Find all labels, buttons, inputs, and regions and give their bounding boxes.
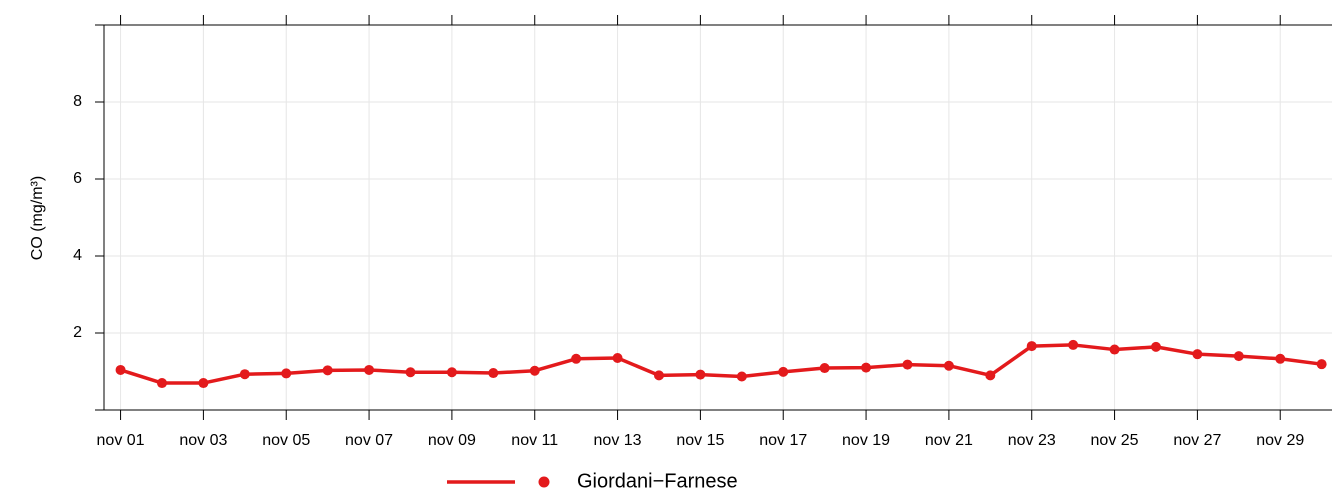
data-point bbox=[902, 359, 913, 370]
x-tick-label: nov 11 bbox=[511, 432, 558, 449]
y-tick-label: 6 bbox=[73, 170, 82, 187]
data-point bbox=[1109, 344, 1120, 355]
x-tick-label: nov 17 bbox=[759, 432, 807, 449]
data-point bbox=[778, 366, 789, 377]
data-point bbox=[985, 370, 996, 381]
data-point bbox=[281, 368, 292, 379]
data-point bbox=[1316, 359, 1327, 370]
data-point bbox=[1068, 339, 1079, 350]
data-point bbox=[198, 378, 209, 389]
data-point bbox=[861, 362, 872, 373]
data-point bbox=[653, 370, 664, 381]
x-tick-label: nov 23 bbox=[1008, 432, 1056, 449]
data-point bbox=[529, 365, 540, 376]
data-point bbox=[322, 365, 333, 376]
data-point bbox=[736, 371, 747, 382]
x-tick-label: nov 07 bbox=[345, 432, 393, 449]
x-tick-label: nov 27 bbox=[1173, 432, 1221, 449]
data-point bbox=[1150, 341, 1161, 352]
x-tick-label: nov 03 bbox=[179, 432, 227, 449]
data-point bbox=[695, 369, 706, 380]
data-point bbox=[1275, 353, 1286, 364]
x-tick-label: nov 13 bbox=[594, 432, 642, 449]
x-tick-label: nov 15 bbox=[676, 432, 724, 449]
y-tick-label: 4 bbox=[73, 247, 82, 264]
x-tick-label: nov 09 bbox=[428, 432, 476, 449]
y-tick-label: 8 bbox=[73, 93, 82, 110]
x-tick-label: nov 05 bbox=[262, 432, 310, 449]
y-axis-label: CO (mg/m³) bbox=[29, 176, 46, 260]
x-tick-label: nov 19 bbox=[842, 432, 890, 449]
data-point bbox=[571, 353, 582, 364]
data-point bbox=[1026, 341, 1037, 352]
data-point bbox=[239, 369, 250, 380]
series-line bbox=[120, 343, 1322, 385]
x-tick-label: nov 25 bbox=[1091, 432, 1139, 449]
legend-label: Giordani−Farnese bbox=[577, 470, 738, 490]
legend-marker bbox=[538, 476, 550, 488]
x-tick-label: nov 29 bbox=[1256, 432, 1304, 449]
data-point bbox=[943, 360, 954, 371]
x-tick-label: nov 01 bbox=[97, 432, 145, 449]
data-point bbox=[612, 353, 623, 364]
data-point bbox=[364, 364, 375, 375]
y-tick-label: 2 bbox=[73, 324, 82, 341]
data-point bbox=[446, 367, 457, 378]
data-point bbox=[1192, 349, 1203, 360]
data-point bbox=[405, 367, 416, 378]
data-point bbox=[819, 363, 830, 374]
data-point bbox=[1233, 351, 1244, 362]
data-point bbox=[156, 378, 167, 389]
data-point bbox=[488, 368, 499, 379]
data-point bbox=[115, 364, 126, 375]
x-tick-label: nov 21 bbox=[925, 432, 973, 449]
